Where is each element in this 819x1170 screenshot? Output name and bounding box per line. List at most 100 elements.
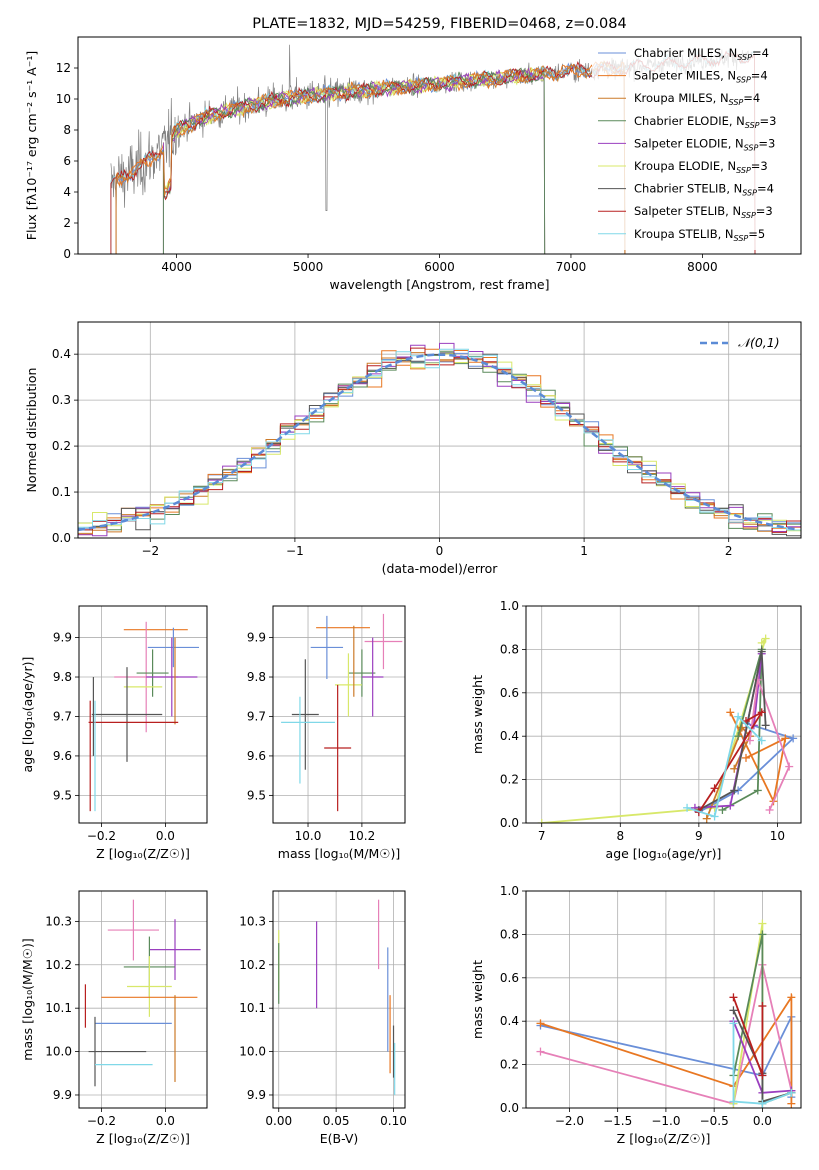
- errorbar-point: [149, 919, 201, 980]
- y-tick-label: 9.9: [53, 1088, 72, 1102]
- x-axis-label: Z [log₁₀(Z/Z☉)]: [96, 1131, 190, 1146]
- model-spectrum-chabrier-elodie: [162, 67, 546, 254]
- y-tick-label: 10.3: [239, 914, 266, 928]
- x-tick-label: 10.0: [295, 829, 322, 843]
- series-point-marker: [753, 675, 762, 684]
- x-tick-label: 2: [725, 544, 733, 558]
- x-tick-label: 0.05: [323, 1114, 350, 1128]
- y-tick-label: 0.2: [52, 439, 71, 453]
- y-axis-label: Flux [fλ10⁻¹⁷ erg cm⁻² s⁻¹ A⁻¹]: [24, 51, 39, 240]
- y-tick-label: 0.4: [52, 347, 71, 361]
- y-tick-label: 9.5: [53, 788, 72, 802]
- y-axis-label: Normed distribution: [24, 368, 39, 493]
- errorbar-point: [146, 637, 198, 717]
- legend-entry: Salpeter MILES, NSSP=4: [634, 69, 768, 85]
- x-axis-label: mass [log₁₀(M/M☉)]: [278, 846, 400, 861]
- y-tick-label: 0: [63, 247, 71, 261]
- axes-frame: [272, 605, 406, 824]
- y-tick-label: 10.1: [45, 1001, 72, 1015]
- legend: Chabrier MILES, NSSP=4 Salpeter MILES, NS…: [592, 42, 797, 250]
- axes-frame: [78, 890, 208, 1109]
- series-point-marker: [745, 736, 754, 745]
- model-spectrum-kroupa-miles: [115, 60, 626, 254]
- legend-entry: Salpeter STELIB, NSSP=3: [634, 204, 773, 220]
- y-tick-label: 10: [56, 92, 71, 106]
- chart-residuals: −2 −1 0 1 2 0.0 0.1 0.2 0.3 0.4 (data-model)/error…: [24, 321, 802, 576]
- plot-area: [84, 899, 201, 1087]
- y-tick-label: 0.0: [500, 816, 519, 830]
- y-tick-label: 0.2: [500, 773, 519, 787]
- series-line-chabrier-stelib: [698, 651, 767, 811]
- legend-entry: Kroupa MILES, NSSP=4: [634, 91, 760, 107]
- x-tick-label: −0.5: [700, 1114, 729, 1128]
- y-tick-label: 8: [63, 123, 71, 137]
- chart-title: PLATE=1832, MJD=54259, FIBERID=0468, z=0…: [252, 16, 626, 32]
- legend-entry: 𝒩(0,1): [738, 335, 780, 350]
- x-tick-label: −1.0: [651, 1114, 680, 1128]
- series-point-marker: [726, 708, 735, 717]
- chart-massweight_vs_Z: −2.0 −1.5 −1.0 −0.5 0.0 0.0 0.2 0.4 0.6 0.8 1.0 Z […: [470, 884, 802, 1146]
- legend-entry: Salpeter ELODIE, NSSP=3: [634, 136, 775, 152]
- x-tick-label: −2.0: [555, 1114, 584, 1128]
- y-tick-label: 9.9: [247, 631, 266, 645]
- y-tick-label: 10.0: [45, 1045, 72, 1059]
- errorbar-point: [364, 613, 403, 670]
- errorbar-point: [324, 684, 352, 812]
- axes-frame: [77, 36, 802, 255]
- series-point-marker: [758, 1071, 767, 1080]
- errorbar-point: [361, 637, 384, 717]
- series-point-marker: [757, 647, 766, 656]
- x-tick-label: 8000: [687, 260, 718, 274]
- legend-entry: Chabrier ELODIE, NSSP=3: [634, 114, 776, 130]
- series-point-marker: [729, 1006, 738, 1015]
- y-tick-label: 1.0: [500, 599, 519, 613]
- y-axis-label: mass [log₁₀(M/M☉)]: [20, 938, 35, 1060]
- plot-area: [88, 621, 199, 812]
- errorbar-point: [310, 615, 344, 679]
- series-point-marker: [729, 1019, 738, 1028]
- y-tick-label: 10.1: [239, 1001, 266, 1015]
- y-tick-label: 9.7: [53, 709, 72, 723]
- errorbar-point: [147, 627, 199, 668]
- series-point-marker: [785, 762, 794, 771]
- y-tick-label: 0.6: [500, 971, 519, 985]
- series-point-marker: [758, 1099, 767, 1108]
- axes-frame: [525, 890, 802, 1109]
- errorbar-point: [127, 956, 172, 1017]
- y-tick-label: 0.6: [500, 686, 519, 700]
- series-point-marker: [718, 805, 727, 814]
- chart-mass_vs_Z: −0.2 0.0 9.9 10.0 10.1 10.2 10.3 Z [log₁₀(Z/Z☉)…: [20, 890, 208, 1146]
- x-axis-label: Z [log₁₀(Z/Z☉)]: [96, 846, 190, 861]
- x-tick-label: −2: [141, 544, 159, 558]
- series-line-pink: [749, 679, 791, 811]
- series-point-marker: [757, 708, 766, 717]
- x-tick-label: 8: [616, 829, 624, 843]
- x-tick-label: −0.2: [87, 829, 116, 843]
- series-point-marker: [536, 1047, 545, 1056]
- plot-area: [78, 342, 801, 538]
- x-tick-label: 0.0: [156, 1114, 175, 1128]
- x-tick-label: 10: [770, 829, 785, 843]
- x-tick-label: 9: [695, 829, 703, 843]
- x-axis-label: (data-model)/error: [382, 561, 499, 576]
- y-tick-label: 0.4: [500, 1014, 519, 1028]
- plot-area: [536, 919, 796, 1108]
- series-point-marker: [787, 1088, 796, 1097]
- series-line-chabrier-stelib: [732, 1010, 792, 1103]
- series-line-salpeter-stelib: [698, 709, 765, 813]
- x-tick-label: 0.00: [265, 1114, 292, 1128]
- errorbar-point: [291, 659, 319, 770]
- chart-age_vs_mass: 10.0 10.2 9.5 9.6 9.7 9.8 9.9 mass [log₁₀(M/M☉)…: [247, 605, 406, 861]
- x-tick-label: 0.0: [753, 1114, 772, 1128]
- plot-area: [537, 634, 798, 823]
- x-tick-label: −1: [286, 544, 304, 558]
- series-point-marker: [753, 786, 762, 795]
- y-tick-label: 1.0: [500, 884, 519, 898]
- y-tick-label: 10.2: [239, 958, 266, 972]
- series-line-salpeter-miles: [729, 711, 787, 805]
- x-axis-label: wavelength [Angstrom, rest frame]: [329, 277, 549, 292]
- x-tick-label: 0.0: [156, 829, 175, 843]
- x-tick-label: 1: [580, 544, 588, 558]
- y-tick-label: 9.8: [53, 670, 72, 684]
